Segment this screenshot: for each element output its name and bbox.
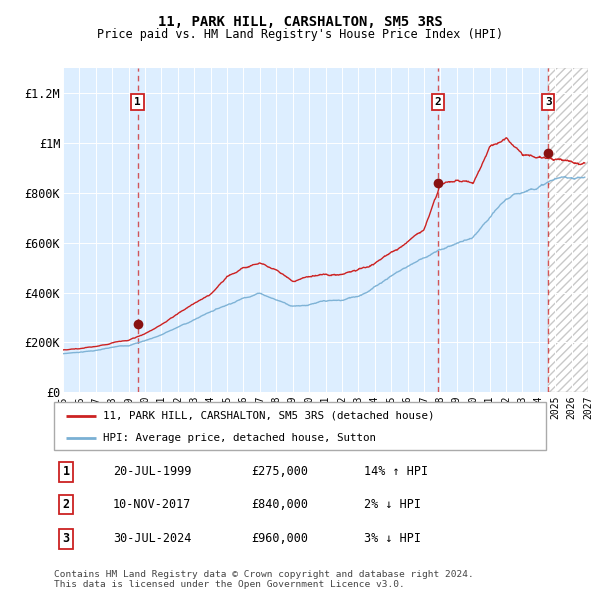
Text: 30-JUL-2024: 30-JUL-2024 [113, 532, 191, 545]
Text: 10-NOV-2017: 10-NOV-2017 [113, 498, 191, 511]
Text: 2: 2 [63, 498, 70, 511]
Text: 1: 1 [63, 466, 70, 478]
FancyBboxPatch shape [54, 402, 546, 450]
Text: 1: 1 [134, 97, 141, 107]
Text: 3% ↓ HPI: 3% ↓ HPI [364, 532, 421, 545]
Text: £840,000: £840,000 [251, 498, 308, 511]
Text: 11, PARK HILL, CARSHALTON, SM5 3RS (detached house): 11, PARK HILL, CARSHALTON, SM5 3RS (deta… [103, 411, 434, 421]
Text: HPI: Average price, detached house, Sutton: HPI: Average price, detached house, Sutt… [103, 433, 376, 443]
Bar [548, 68, 588, 392]
Text: 3: 3 [545, 97, 551, 107]
Bar [548, 68, 588, 392]
Text: 2% ↓ HPI: 2% ↓ HPI [364, 498, 421, 511]
Text: 20-JUL-1999: 20-JUL-1999 [113, 466, 191, 478]
Text: Contains HM Land Registry data © Crown copyright and database right 2024.
This d: Contains HM Land Registry data © Crown c… [54, 570, 474, 589]
Text: £275,000: £275,000 [251, 466, 308, 478]
Text: £960,000: £960,000 [251, 532, 308, 545]
Text: 11, PARK HILL, CARSHALTON, SM5 3RS: 11, PARK HILL, CARSHALTON, SM5 3RS [158, 15, 442, 29]
Text: 14% ↑ HPI: 14% ↑ HPI [364, 466, 428, 478]
Text: 3: 3 [63, 532, 70, 545]
Text: 2: 2 [434, 97, 442, 107]
Text: Price paid vs. HM Land Registry's House Price Index (HPI): Price paid vs. HM Land Registry's House … [97, 28, 503, 41]
